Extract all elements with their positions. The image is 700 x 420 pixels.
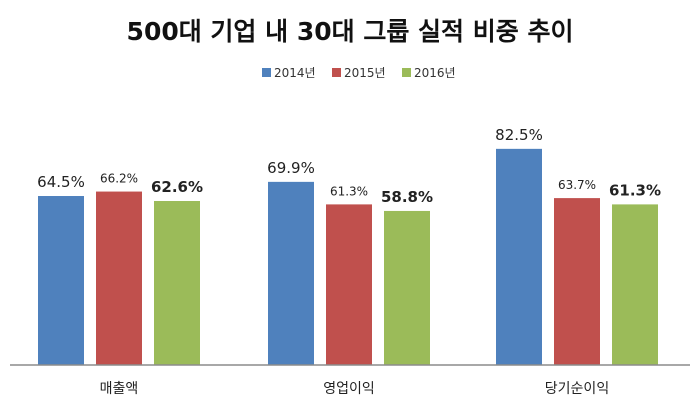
bar-당기순이익-2015년: [554, 198, 600, 365]
category-labels-group: 매출액 영업이익 당기순이익: [100, 381, 610, 397]
legend-swatch-2015년: [332, 68, 341, 77]
category-label-0: 매출액: [100, 381, 139, 397]
value-label-영업이익-2015년: 61.3%: [330, 184, 368, 198]
value-label-당기순이익-2016년: 61.3%: [609, 181, 661, 199]
category-label-2: 당기순이익: [545, 381, 609, 397]
value-label-매출액-2016년: 62.6%: [151, 178, 203, 196]
chart-title: 500대 기업 내 30대 그룹 실적 비중 추이: [127, 17, 574, 46]
bars-group: [38, 148, 658, 365]
bar-당기순이익-2016년: [612, 204, 658, 365]
bar-매출액-2016년: [154, 200, 200, 365]
bar-영업이익-2014년: [268, 181, 314, 365]
value-label-영업이익-2016년: 58.8%: [381, 188, 433, 206]
bar-영업이익-2016년: [384, 210, 430, 365]
legend-swatch-2014년: [262, 68, 271, 77]
bar-매출액-2014년: [38, 196, 84, 365]
value-labels-group: 64.5% 66.2% 62.6% 69.9% 61.3% 58.8% 82.5% 63.7%…: [37, 126, 661, 206]
value-label-당기순이익-2015년: 63.7%: [558, 178, 596, 192]
bar-당기순이익-2014년: [496, 148, 542, 365]
legend-label-2014년: 2014년: [274, 66, 316, 80]
value-label-매출액-2015년: 66.2%: [100, 172, 138, 186]
legend: 2014년 2015년 2016년: [262, 66, 456, 80]
category-label-1: 영업이익: [323, 381, 375, 397]
bar-영업이익-2015년: [326, 204, 372, 365]
bar-매출액-2015년: [96, 191, 142, 365]
legend-label-2015년: 2015년: [344, 66, 386, 80]
value-label-당기순이익-2014년: 82.5%: [495, 126, 543, 144]
value-label-영업이익-2014년: 69.9%: [267, 159, 315, 177]
value-label-매출액-2014년: 64.5%: [37, 173, 85, 191]
legend-label-2016년: 2016년: [414, 66, 456, 80]
legend-swatch-2016년: [402, 68, 411, 77]
